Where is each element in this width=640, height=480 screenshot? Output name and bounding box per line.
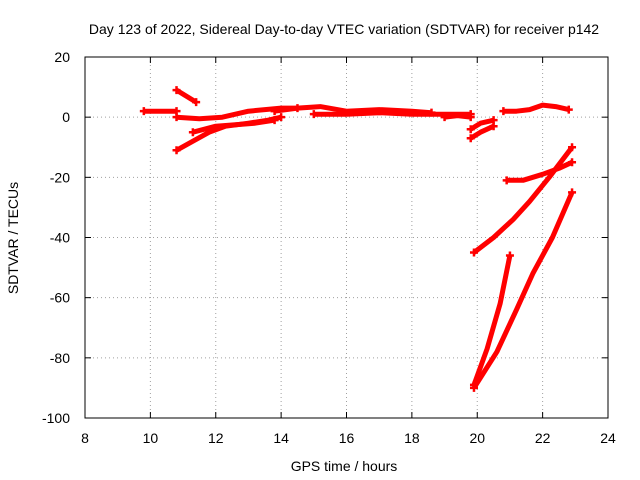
data-point-marker	[172, 146, 181, 155]
data-point-marker	[309, 110, 318, 119]
x-tick-label: 8	[81, 430, 89, 446]
series-track-13	[472, 145, 574, 255]
x-tick-label: 24	[600, 430, 616, 446]
y-tick-label: -60	[50, 290, 70, 306]
data-point-marker	[172, 86, 181, 95]
x-tick-label: 12	[208, 430, 224, 446]
chart-title: Day 123 of 2022, Sidereal Day-to-day VTE…	[89, 21, 599, 37]
series-track-12	[506, 160, 574, 183]
data-point-marker	[499, 107, 508, 116]
data-point-marker	[568, 158, 577, 167]
data-point-marker	[440, 113, 449, 122]
y-tick-label: -20	[50, 169, 70, 185]
series-track-11	[503, 102, 570, 114]
x-tick-label: 10	[143, 430, 159, 446]
data-series	[139, 86, 577, 392]
data-point-marker	[564, 105, 573, 114]
x-axis-label: GPS time / hours	[291, 458, 398, 474]
data-point-marker	[466, 125, 475, 134]
axis-ticks: 8 10 12 14 16 18 20 22 24 -100 -80 -60 -40 -20 0 20	[42, 49, 616, 446]
series-track-2	[175, 87, 198, 105]
data-point-marker	[466, 134, 475, 143]
series-track-9	[469, 123, 495, 141]
data-point-marker	[568, 188, 577, 197]
y-tick-label: -40	[50, 230, 70, 246]
data-point-marker	[502, 176, 511, 185]
y-tick-label: -100	[42, 410, 70, 426]
y-tick-label: 20	[54, 49, 70, 65]
x-tick-label: 14	[273, 430, 289, 446]
data-point-marker	[188, 128, 197, 137]
x-tick-label: 18	[404, 430, 420, 446]
y-axis-label: SDTVAR / TECUs	[5, 182, 21, 294]
x-tick-label: 16	[339, 430, 355, 446]
data-point-marker	[489, 116, 498, 125]
series-track-7	[313, 110, 471, 117]
data-point-marker	[139, 107, 148, 116]
data-point-marker	[466, 113, 475, 122]
data-point-marker	[469, 383, 478, 392]
series-track-6	[274, 104, 432, 116]
y-tick-label: -80	[50, 350, 70, 366]
data-point-marker	[270, 107, 279, 116]
x-tick-label: 20	[469, 430, 485, 446]
data-point-marker	[192, 98, 201, 107]
series-track-5	[192, 117, 275, 135]
data-point-marker	[277, 113, 286, 122]
data-point-marker	[505, 251, 514, 260]
data-point-marker	[469, 248, 478, 257]
data-point-marker	[270, 116, 279, 125]
y-tick-label: 0	[62, 109, 70, 125]
series-track-14	[471, 255, 513, 386]
series-track-15	[471, 191, 575, 390]
x-tick-label: 22	[535, 430, 551, 446]
data-point-marker	[568, 143, 577, 152]
series-track-8	[444, 113, 471, 120]
data-point-marker	[172, 113, 181, 122]
series-track-10	[469, 117, 495, 132]
